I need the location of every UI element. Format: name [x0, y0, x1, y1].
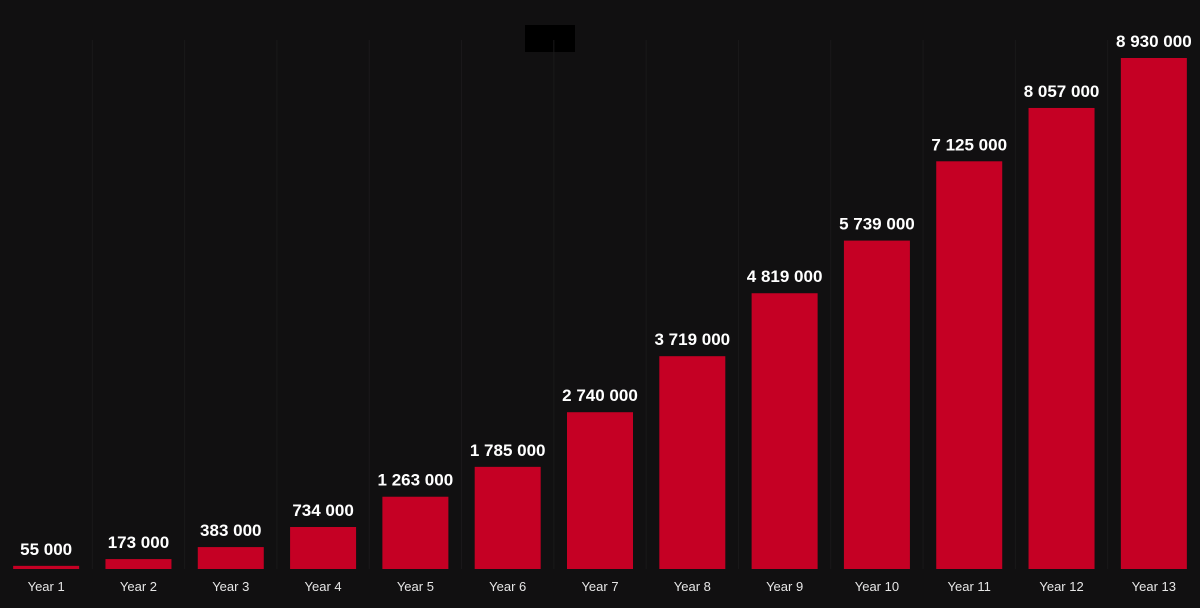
bar-value-label: 4 819 000: [747, 267, 823, 286]
bar-value-label: 7 125 000: [931, 135, 1007, 154]
x-tick-label: Year 3: [212, 579, 249, 594]
x-tick-label: Year 10: [855, 579, 899, 594]
bar: [751, 293, 818, 569]
x-tick-label: Year 12: [1039, 579, 1083, 594]
chart-title-box: [525, 25, 575, 52]
bar-value-label: 173 000: [108, 533, 169, 552]
bar: [1120, 58, 1187, 569]
bar: [382, 496, 449, 569]
bar-value-label: 734 000: [292, 501, 353, 520]
bar-value-label: 1 785 000: [470, 441, 546, 460]
bar: [13, 565, 80, 569]
gridlines: [91, 40, 1109, 569]
bar-value-label: 3 719 000: [654, 330, 730, 349]
bar: [1028, 107, 1095, 570]
bar: [197, 547, 264, 569]
x-tick-label: Year 11: [948, 579, 991, 594]
bar-value-label: 8 057 000: [1024, 82, 1100, 101]
bar-value-label: 5 739 000: [839, 215, 915, 234]
x-tick-label: Year 7: [581, 579, 618, 594]
x-tick-label: Year 9: [766, 579, 803, 594]
value-labels: 55 000 173 000 383 000 734 000 1 263 000 1 78…: [20, 32, 1192, 559]
x-tick-label: Year 1: [28, 579, 65, 594]
bar-value-label: 2 740 000: [562, 386, 638, 405]
bar: [105, 559, 172, 569]
x-tick-label: Year 6: [489, 579, 526, 594]
bar: [290, 527, 357, 569]
bar: [474, 466, 541, 569]
bar: [567, 412, 633, 569]
x-tick-label: Year 4: [305, 579, 342, 594]
x-axis-tick-labels: Year 1 Year 2 Year 3 Year 4 Year 5 Year 6 Year…: [28, 579, 1176, 594]
bar: [936, 161, 1003, 570]
bar-value-label: 8 930 000: [1116, 32, 1192, 51]
bar-value-label: 1 263 000: [378, 471, 454, 490]
bars: [13, 58, 1187, 570]
x-tick-label: Year 2: [120, 579, 157, 594]
bar: [659, 356, 726, 569]
bar-value-label: 383 000: [200, 521, 261, 540]
x-tick-label: Year 13: [1132, 579, 1176, 594]
bar-value-label: 55 000: [20, 540, 72, 559]
x-tick-label: Year 8: [674, 579, 711, 594]
bar: [843, 240, 910, 569]
x-tick-label: Year 5: [397, 579, 434, 594]
